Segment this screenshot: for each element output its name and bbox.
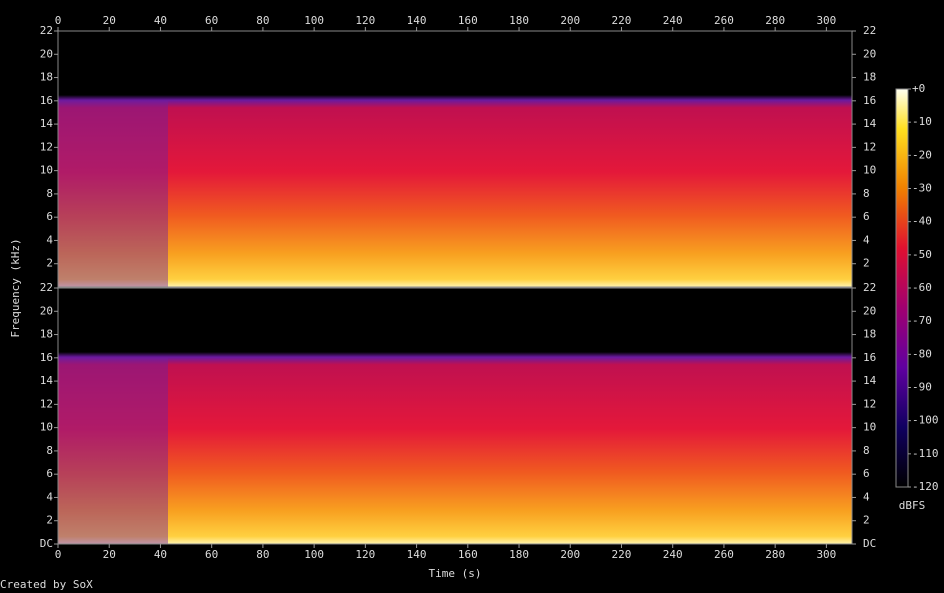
y-tick-label: 18 <box>40 328 53 341</box>
x-tick-label: 20 <box>103 548 116 561</box>
colorbar-tick-label: -110 <box>912 447 939 460</box>
y-tick-label: 10 <box>40 421 53 434</box>
x-tick-label: 220 <box>612 14 632 27</box>
y-tick-label: 16 <box>40 94 53 107</box>
y-tick-label: 18 <box>863 71 876 84</box>
y-tick-label: 18 <box>40 71 53 84</box>
y-tick-label: 22 <box>40 281 53 294</box>
y-tick-label: 22 <box>40 24 53 37</box>
x-tick-label: 240 <box>663 548 683 561</box>
x-tick-label: 120 <box>355 14 375 27</box>
y-tick-label: DC <box>40 537 53 550</box>
credit: Created by SoX <box>0 578 93 591</box>
y-tick-label: 20 <box>40 47 53 60</box>
colorbar-tick-label: -70 <box>912 314 932 327</box>
y-tick-label: 2 <box>863 257 870 270</box>
y-tick-label: 20 <box>863 304 876 317</box>
y-tick-label: 4 <box>46 490 53 503</box>
y-tick-label: 12 <box>863 397 876 410</box>
colorbar-tick-label: -10 <box>912 115 932 128</box>
y-tick-label: 2 <box>46 257 53 270</box>
y-tick-label: 14 <box>40 374 54 387</box>
x-tick-label: 240 <box>663 14 683 27</box>
x-tick-label: 260 <box>714 548 734 561</box>
y-tick-label: 2 <box>863 514 870 527</box>
y-tick-label: 18 <box>863 328 876 341</box>
y-tick-label: 16 <box>863 351 876 364</box>
y-tick-label: 6 <box>863 467 870 480</box>
x-tick-label: 140 <box>407 14 427 27</box>
y-tick-label: 8 <box>46 187 53 200</box>
y-tick-label: 10 <box>863 421 876 434</box>
x-tick-label: 180 <box>509 14 529 27</box>
colorbar-tick-label: -20 <box>912 148 932 161</box>
x-tick-label: 200 <box>560 14 580 27</box>
x-tick-label: 260 <box>714 14 734 27</box>
x-tick-label: 60 <box>205 14 218 27</box>
colorbar-tick-label: -30 <box>912 182 932 195</box>
y-tick-label: 12 <box>40 140 53 153</box>
x-tick-label: 40 <box>154 548 167 561</box>
x-tick-label: 20 <box>103 14 116 27</box>
colorbar-tick-label: +0 <box>912 82 925 95</box>
y-tick-label: 4 <box>863 490 870 503</box>
y-tick-label: 14 <box>863 117 877 130</box>
x-tick-label: 280 <box>765 14 785 27</box>
y-tick-label: 10 <box>863 164 876 177</box>
x-tick-label: 40 <box>154 14 167 27</box>
y-tick-label: 16 <box>863 94 876 107</box>
y-tick-label: 2 <box>46 514 53 527</box>
x-tick-label: 160 <box>458 14 478 27</box>
y-tick-label: 12 <box>40 397 53 410</box>
y-axis-label: Frequency (kHz) <box>9 238 22 337</box>
x-tick-label: 180 <box>509 548 529 561</box>
x-tick-label: 280 <box>765 548 785 561</box>
y-tick-label: 4 <box>863 233 870 246</box>
x-tick-label: 80 <box>256 548 269 561</box>
y-tick-label: 8 <box>863 187 870 200</box>
colorbar-tick-label: -120 <box>912 480 939 493</box>
x-tick-label: 100 <box>304 548 324 561</box>
y-tick-label: 12 <box>863 140 876 153</box>
x-tick-label: 0 <box>55 14 62 27</box>
colorbar-tick-label: -80 <box>912 347 932 360</box>
x-tick-label: 200 <box>560 548 580 561</box>
x-tick-label: 300 <box>816 548 836 561</box>
y-tick-label: 22 <box>863 281 876 294</box>
y-tick-label: 16 <box>40 351 53 364</box>
x-axis-label: Time (s) <box>429 567 482 580</box>
x-tick-label: 100 <box>304 14 324 27</box>
y-tick-label: 8 <box>863 444 870 457</box>
y-tick-label: 10 <box>40 164 53 177</box>
colorbar-label: dBFS <box>899 499 926 512</box>
x-tick-label: 220 <box>612 548 632 561</box>
y-tick-label: 20 <box>863 47 876 60</box>
x-tick-label: 120 <box>355 548 375 561</box>
colorbar-tick-label: -100 <box>912 414 939 427</box>
colorbar-tick-label: -50 <box>912 248 932 261</box>
colorbar-tick-label: -60 <box>912 281 932 294</box>
y-tick-label: 6 <box>46 467 53 480</box>
y-tick-label: 14 <box>863 374 877 387</box>
y-tick-label: 14 <box>40 117 54 130</box>
x-tick-label: 300 <box>816 14 836 27</box>
y-tick-label: 20 <box>40 304 53 317</box>
x-tick-label: 80 <box>256 14 269 27</box>
x-tick-label: 160 <box>458 548 478 561</box>
y-tick-label: 6 <box>46 210 53 223</box>
colorbar <box>895 88 909 488</box>
y-tick-label: 6 <box>863 210 870 223</box>
spectrogram-image <box>57 30 853 545</box>
y-tick-label: 8 <box>46 444 53 457</box>
y-tick-label: 22 <box>863 24 876 37</box>
colorbar-tick-label: -40 <box>912 215 932 228</box>
colorbar-tick-label: -90 <box>912 381 932 394</box>
x-tick-label: 140 <box>407 548 427 561</box>
y-tick-label: 4 <box>46 233 53 246</box>
y-tick-label: DC <box>863 537 876 550</box>
x-tick-label: 60 <box>205 548 218 561</box>
x-tick-label: 0 <box>55 548 62 561</box>
